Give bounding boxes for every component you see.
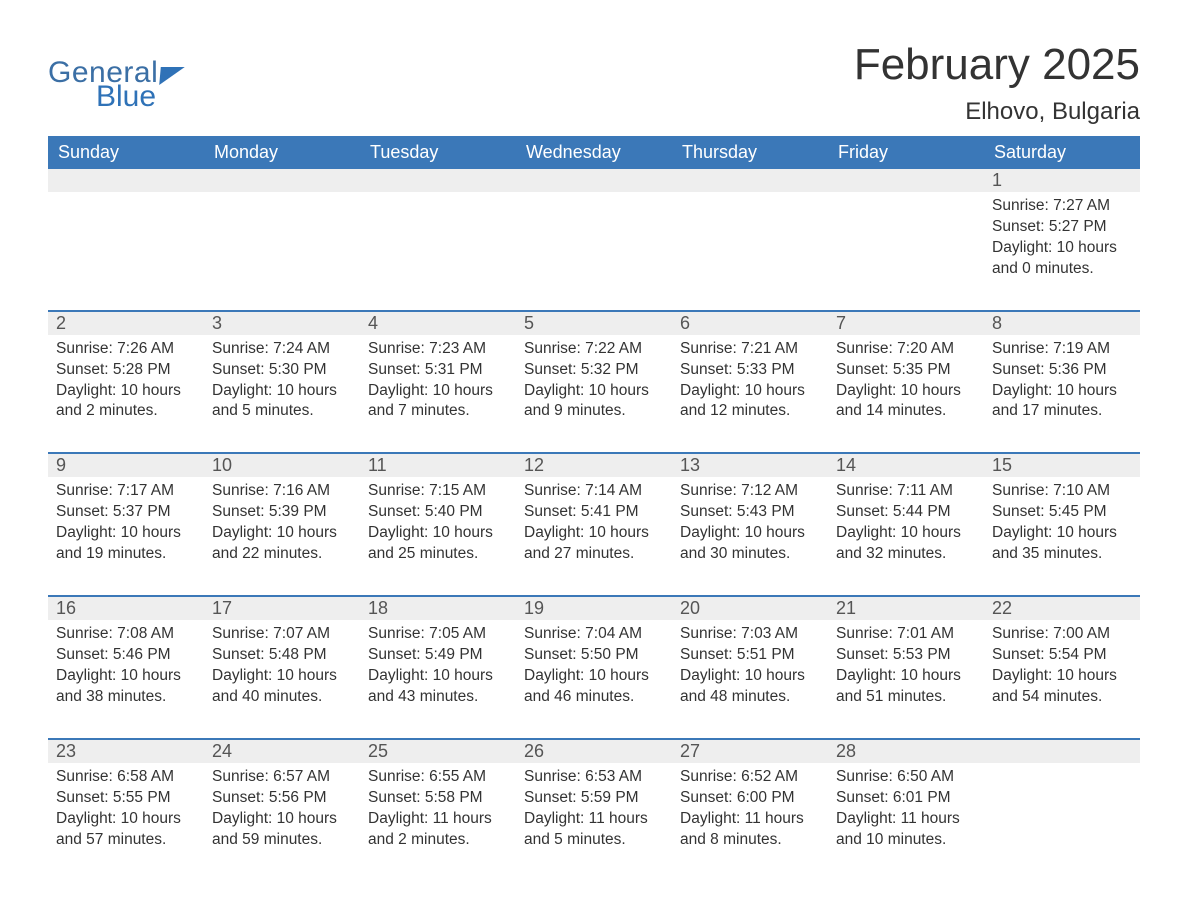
day-detail: Sunrise: 7:14 AMSunset: 5:41 PMDaylight:… [516,477,672,575]
dow-monday: Monday [204,136,360,169]
day-detail: Sunrise: 7:24 AMSunset: 5:30 PMDaylight:… [204,335,360,433]
day-number: 15 [984,454,1140,477]
day-detail: Sunrise: 7:10 AMSunset: 5:45 PMDaylight:… [984,477,1140,575]
dow-tuesday: Tuesday [360,136,516,169]
brand-word-2: Blue [96,82,184,112]
day-number: 6 [672,312,828,335]
day-number: 1 [984,169,1140,192]
week-daynum-row: 1 [48,169,1140,192]
calendar: Sunday Monday Tuesday Wednesday Thursday… [48,136,1140,860]
day-detail: Sunrise: 6:53 AMSunset: 5:59 PMDaylight:… [516,763,672,861]
week-daynum-row: 16171819202122 [48,595,1140,620]
day-detail [516,192,672,290]
day-number: 28 [828,740,984,763]
page-title: February 2025 [854,40,1140,90]
day-number: 27 [672,740,828,763]
day-detail: Sunrise: 7:12 AMSunset: 5:43 PMDaylight:… [672,477,828,575]
day-detail: Sunrise: 7:20 AMSunset: 5:35 PMDaylight:… [828,335,984,433]
day-number [672,169,828,192]
day-number: 16 [48,597,204,620]
day-detail: Sunrise: 7:03 AMSunset: 5:51 PMDaylight:… [672,620,828,718]
day-detail: Sunrise: 7:22 AMSunset: 5:32 PMDaylight:… [516,335,672,433]
week-detail-row: Sunrise: 7:08 AMSunset: 5:46 PMDaylight:… [48,620,1140,718]
day-detail: Sunrise: 7:01 AMSunset: 5:53 PMDaylight:… [828,620,984,718]
day-detail [48,192,204,290]
weeks-container: 1Sunrise: 7:27 AMSunset: 5:27 PMDaylight… [48,169,1140,860]
dow-friday: Friday [828,136,984,169]
day-number: 22 [984,597,1140,620]
day-number: 18 [360,597,516,620]
brand-text: General Blue [48,58,184,112]
day-detail [360,192,516,290]
day-number [984,740,1140,763]
calendar-day-header: Sunday Monday Tuesday Wednesday Thursday… [48,136,1140,169]
day-number: 23 [48,740,204,763]
day-detail: Sunrise: 7:19 AMSunset: 5:36 PMDaylight:… [984,335,1140,433]
day-detail: Sunrise: 7:27 AMSunset: 5:27 PMDaylight:… [984,192,1140,290]
day-detail: Sunrise: 7:21 AMSunset: 5:33 PMDaylight:… [672,335,828,433]
page: General Blue February 2025 Elhovo, Bulga… [0,0,1188,900]
dow-wednesday: Wednesday [516,136,672,169]
day-number: 3 [204,312,360,335]
day-detail: Sunrise: 7:07 AMSunset: 5:48 PMDaylight:… [204,620,360,718]
day-detail [204,192,360,290]
week-detail-row: Sunrise: 7:26 AMSunset: 5:28 PMDaylight:… [48,335,1140,433]
day-number: 4 [360,312,516,335]
dow-thursday: Thursday [672,136,828,169]
day-number: 20 [672,597,828,620]
day-detail: Sunrise: 6:57 AMSunset: 5:56 PMDaylight:… [204,763,360,861]
day-detail: Sunrise: 6:50 AMSunset: 6:01 PMDaylight:… [828,763,984,861]
day-detail: Sunrise: 7:08 AMSunset: 5:46 PMDaylight:… [48,620,204,718]
day-number: 11 [360,454,516,477]
day-detail: Sunrise: 6:52 AMSunset: 6:00 PMDaylight:… [672,763,828,861]
day-detail: Sunrise: 7:15 AMSunset: 5:40 PMDaylight:… [360,477,516,575]
day-detail: Sunrise: 7:11 AMSunset: 5:44 PMDaylight:… [828,477,984,575]
week-detail-row: Sunrise: 7:17 AMSunset: 5:37 PMDaylight:… [48,477,1140,575]
day-number: 7 [828,312,984,335]
week-detail-row: Sunrise: 6:58 AMSunset: 5:55 PMDaylight:… [48,763,1140,861]
day-detail [672,192,828,290]
day-number [204,169,360,192]
week-daynum-row: 9101112131415 [48,452,1140,477]
day-number [828,169,984,192]
header: General Blue February 2025 Elhovo, Bulga… [48,40,1140,126]
brand-logo: General Blue [48,58,184,112]
day-number: 13 [672,454,828,477]
brand-triangle-icon [159,67,185,85]
day-detail: Sunrise: 7:16 AMSunset: 5:39 PMDaylight:… [204,477,360,575]
day-number [48,169,204,192]
day-number: 5 [516,312,672,335]
day-number: 19 [516,597,672,620]
day-number: 9 [48,454,204,477]
day-number: 17 [204,597,360,620]
day-number: 12 [516,454,672,477]
day-detail: Sunrise: 7:00 AMSunset: 5:54 PMDaylight:… [984,620,1140,718]
title-block: February 2025 Elhovo, Bulgaria [854,40,1140,126]
day-number: 21 [828,597,984,620]
day-number: 14 [828,454,984,477]
day-detail: Sunrise: 7:05 AMSunset: 5:49 PMDaylight:… [360,620,516,718]
day-detail: Sunrise: 7:23 AMSunset: 5:31 PMDaylight:… [360,335,516,433]
day-number: 10 [204,454,360,477]
week-daynum-row: 232425262728 [48,738,1140,763]
day-detail [984,763,1140,861]
day-number [516,169,672,192]
day-number [360,169,516,192]
location-label: Elhovo, Bulgaria [854,98,1140,126]
day-detail: Sunrise: 7:26 AMSunset: 5:28 PMDaylight:… [48,335,204,433]
day-detail: Sunrise: 6:55 AMSunset: 5:58 PMDaylight:… [360,763,516,861]
day-number: 26 [516,740,672,763]
day-detail: Sunrise: 7:17 AMSunset: 5:37 PMDaylight:… [48,477,204,575]
day-detail [828,192,984,290]
day-detail: Sunrise: 7:04 AMSunset: 5:50 PMDaylight:… [516,620,672,718]
dow-sunday: Sunday [48,136,204,169]
week-daynum-row: 2345678 [48,310,1140,335]
day-number: 24 [204,740,360,763]
week-detail-row: Sunrise: 7:27 AMSunset: 5:27 PMDaylight:… [48,192,1140,290]
day-number: 25 [360,740,516,763]
day-number: 8 [984,312,1140,335]
day-number: 2 [48,312,204,335]
dow-saturday: Saturday [984,136,1140,169]
day-detail: Sunrise: 6:58 AMSunset: 5:55 PMDaylight:… [48,763,204,861]
